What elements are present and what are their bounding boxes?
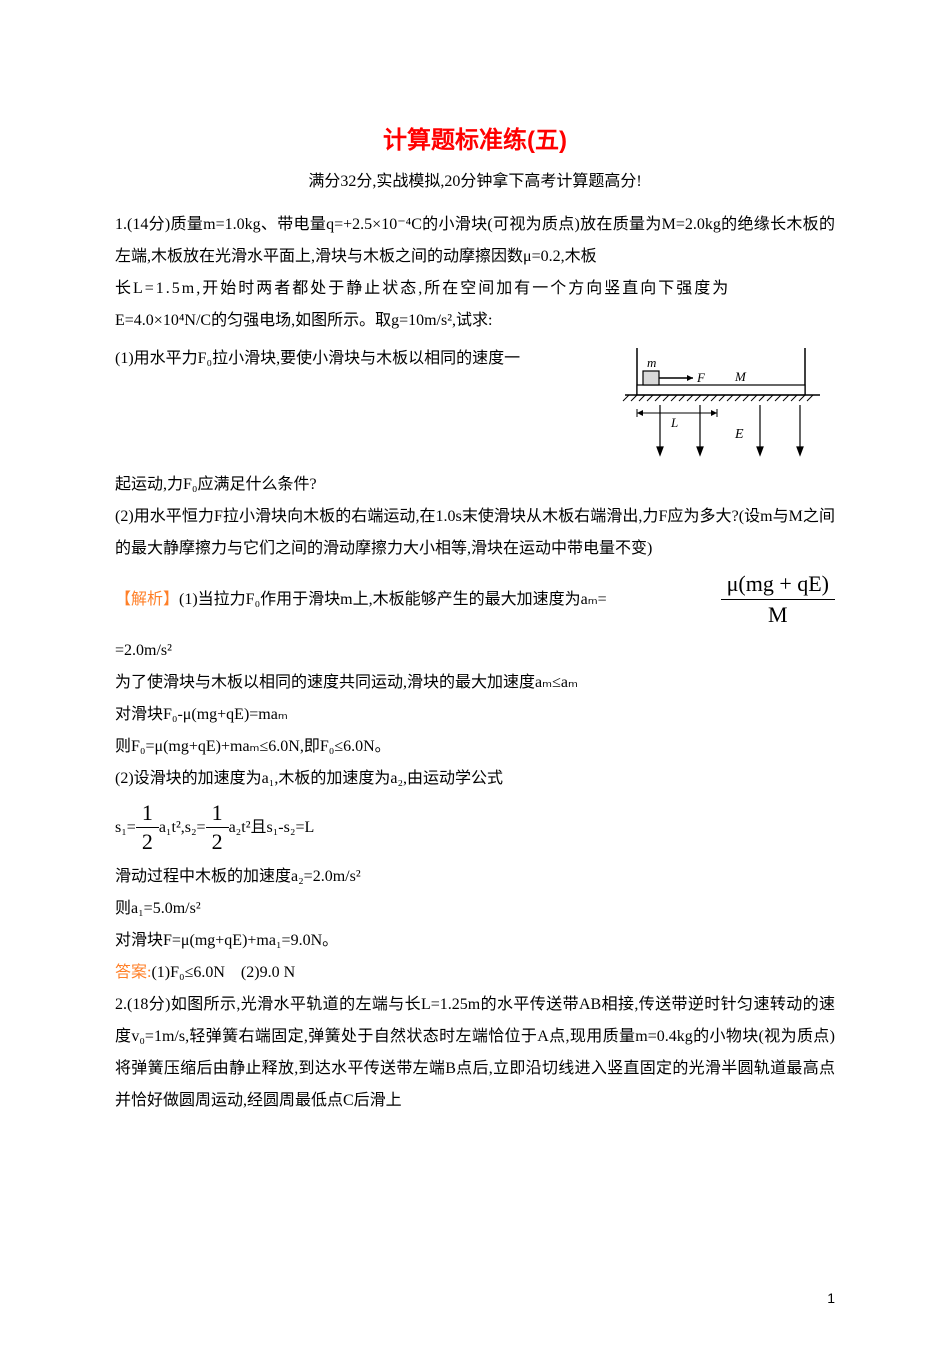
- svg-text:m: m: [647, 355, 656, 370]
- q1-sol2-c: 则a₁=5.0m/s²: [115, 893, 835, 925]
- q1-part2: (2)用水平恒力F拉小滑块向木板的右端运动,在1.0s末使滑块从木板右端滑出,力…: [115, 501, 835, 565]
- q1-stem-b1: 长L=1.5m,开始时两者都处于静止状态,所在空间加有一个方向竖直向下强度为: [115, 273, 835, 305]
- fraction-half-1: 1 2: [136, 799, 159, 857]
- svg-text:L: L: [670, 415, 678, 430]
- q1-part1-b: 起运动,力F₀应满足什么条件?: [115, 469, 835, 501]
- answer-label: 答案:: [115, 964, 151, 981]
- solution-label: 【解析】: [115, 591, 179, 608]
- fraction-half-2: 1 2: [206, 799, 229, 857]
- q1-sol2-eq: s₁= 1 2 a₁t²,s₂= 1 2 a₂t²且s₁-s₂=L: [115, 799, 835, 857]
- q1-answer: 答案:(1)F₀≤6.0N (2)9.0 N: [115, 957, 835, 989]
- fraction-mu: μ(mg + qE) M: [721, 569, 835, 631]
- q1-sol1-line: 【解析】(1)当拉力F₀作用于滑块m上,木板能够产生的最大加速度为aₘ= μ(m…: [115, 569, 835, 631]
- q1-stem-b2: E=4.0×10⁴N/C的匀强电场,如图所示。取g=10m/s²,试求:: [115, 305, 835, 337]
- page-number: 1: [827, 1290, 835, 1306]
- q1-sol1-d: 对滑块F₀-μ(mg+qE)=maₘ: [115, 699, 835, 731]
- q1-sol2-a: (2)设滑块的加速度为a₁,木板的加速度为a₂,由运动学公式: [115, 763, 835, 795]
- q1-sol2-d: 对滑块F=μ(mg+qE)+ma₁=9.0N。: [115, 925, 835, 957]
- q1-sol1-b: =2.0m/s²: [115, 635, 835, 667]
- page-subtitle: 满分32分,实战模拟,20分钟拿下高考计算题高分!: [115, 167, 835, 191]
- svg-text:M: M: [734, 369, 747, 384]
- svg-text:F: F: [696, 370, 706, 385]
- page-title: 计算题标准练(五): [115, 120, 835, 155]
- q1-stem-a: 1.(14分)质量m=1.0kg、带电量q=+2.5×10⁻⁴C的小滑块(可视为…: [115, 209, 835, 273]
- q1-figure: m F M L: [605, 343, 835, 463]
- q1-sol2-b: 滑动过程中木板的加速度a₂=2.0m/s²: [115, 861, 835, 893]
- q2-stem: 2.(18分)如图所示,光滑水平轨道的左端与长L=1.25m的水平传送带AB相接…: [115, 989, 835, 1117]
- q1-sol1-a: (1)当拉力F₀作用于滑块m上,木板能够产生的最大加速度为aₘ=: [179, 591, 607, 608]
- q1-sol1-e: 则F₀=μ(mg+qE)+maₘ≤6.0N,即F₀≤6.0N。: [115, 731, 835, 763]
- svg-text:E: E: [734, 427, 744, 442]
- q1-sol1-c: 为了使滑块与木板以相同的速度共同运动,滑块的最大加速度aₘ≤aₘ: [115, 667, 835, 699]
